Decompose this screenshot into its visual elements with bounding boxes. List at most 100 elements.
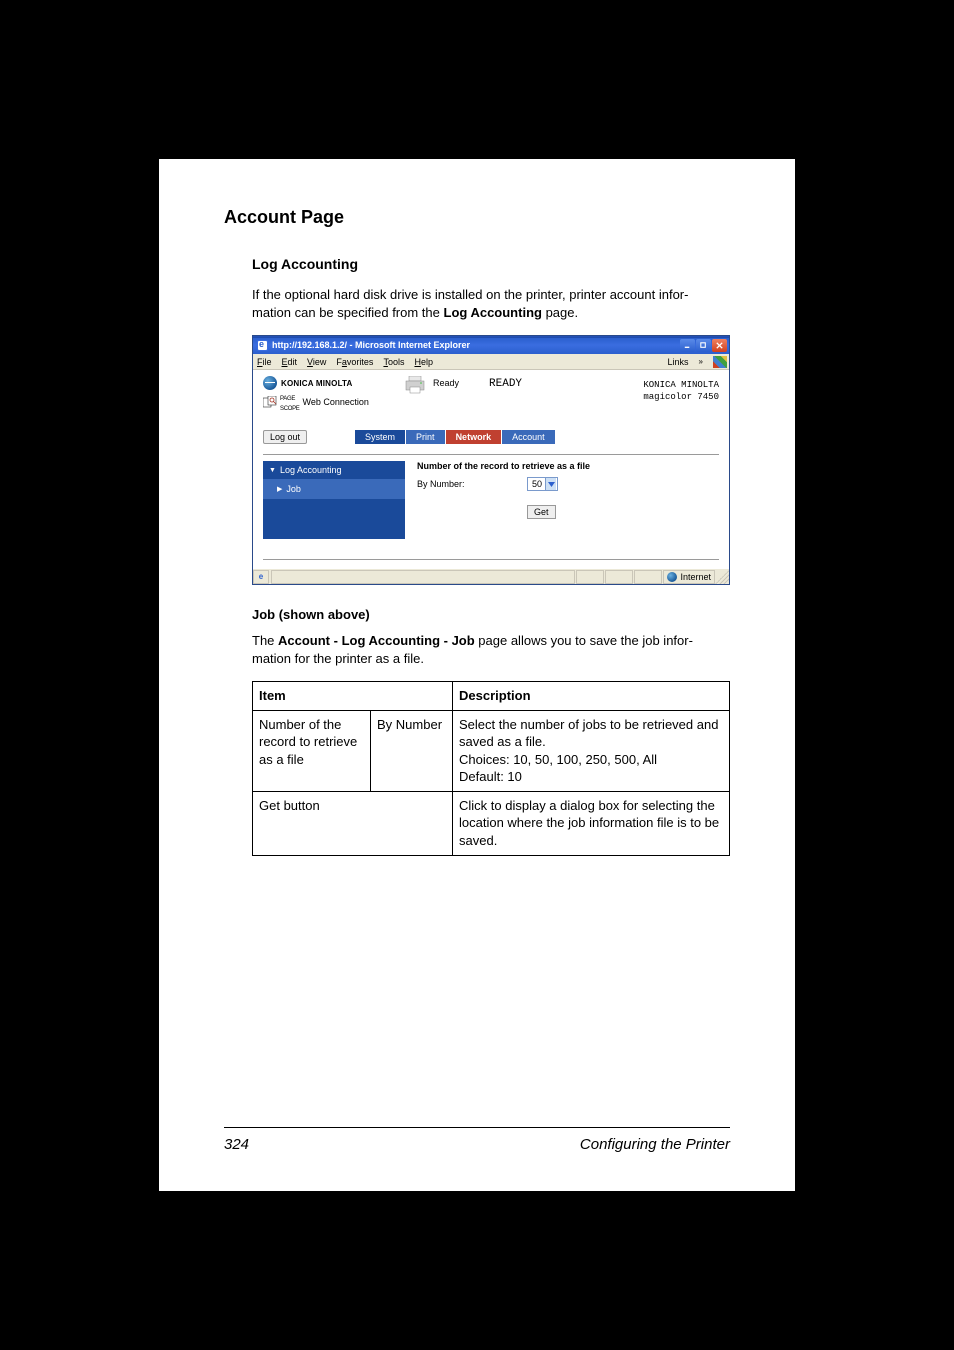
ie-flag-icon (713, 356, 727, 368)
r1-desc-3: Default: 10 (459, 769, 522, 784)
minimize-button[interactable] (680, 339, 695, 352)
td-r2-c1: Get button (253, 791, 453, 855)
pagescope-small: PAGESCOPE (280, 396, 300, 412)
menu-links[interactable]: Links (668, 357, 689, 367)
window-titlebar: http://192.168.1.2/ - Microsoft Internet… (253, 336, 729, 354)
main-panel: Number of the record to retrieve as a fi… (405, 461, 719, 539)
intro-line-1: If the optional hard disk drive is insta… (252, 287, 688, 302)
tab-account[interactable]: Account (502, 430, 555, 444)
menu-favorites[interactable]: Favorites (336, 357, 373, 367)
model-line-1: KONICA MINOLTA (643, 380, 719, 392)
statusbar-ie-icon (253, 570, 269, 584)
tab-print[interactable]: Print (406, 430, 446, 444)
links-chevron-icon[interactable]: » (699, 357, 703, 366)
statusbar-internet: Internet (680, 572, 711, 582)
p2-b: page allows you to save the job infor- (475, 633, 693, 648)
browser-content: KONICA MINOLTA (253, 370, 729, 568)
by-number-value: 50 (529, 479, 545, 489)
r1-desc-1: Select the number of jobs to be retrieve… (459, 717, 718, 750)
browser-window: http://192.168.1.2/ - Microsoft Internet… (252, 335, 730, 585)
statusbar-spacer (271, 570, 575, 584)
model-column: KONICA MINOLTA magicolor 7450 (643, 380, 719, 412)
table-row-2: Get button Click to display a dialog box… (253, 791, 730, 855)
statusbar-panel-2 (605, 570, 633, 584)
heading-log-accounting: Log Accounting (252, 256, 730, 272)
page-footer: 324 Configuring the Printer (224, 1127, 730, 1153)
main-row: ▼ Log Accounting ▶ Job Number of the rec… (253, 455, 729, 547)
by-number-select[interactable]: 50 (527, 477, 558, 491)
sidebar: ▼ Log Accounting ▶ Job (263, 461, 405, 539)
web-connection-text: Web Connection (303, 397, 369, 407)
intro-bold: Log Accounting (444, 305, 542, 320)
maximize-button[interactable] (696, 339, 711, 352)
tab-bar: System Print Network Account (355, 430, 555, 444)
menu-edit[interactable]: Edit (282, 357, 298, 367)
get-button[interactable]: Get (527, 505, 556, 519)
td-r1-c1: Number of the record to retrieve as a fi… (253, 710, 371, 791)
th-description: Description (453, 682, 730, 711)
km-logo-text: KONICA MINOLTA (281, 379, 353, 388)
intro-paragraph: If the optional hard disk drive is insta… (252, 286, 730, 321)
footer-title: Configuring the Printer (580, 1136, 730, 1153)
document-page: Account Page Log Accounting If the optio… (159, 159, 795, 1191)
status-ready-small: Ready (433, 378, 459, 388)
footer-row: 324 Configuring the Printer (224, 1136, 730, 1153)
tab-system[interactable]: System (355, 430, 406, 444)
resize-grip-icon (715, 570, 729, 584)
mid-row: Log out System Print Network Account (253, 412, 729, 450)
footer-page-number: 324 (224, 1136, 249, 1153)
km-globe-icon (263, 376, 277, 390)
close-button[interactable] (712, 339, 727, 352)
statusbar-panel-1 (576, 570, 604, 584)
menu-file[interactable]: File (257, 357, 272, 367)
table-header-row: Item Description (253, 682, 730, 711)
sidebar-label-job: Job (286, 484, 301, 494)
job-paragraph: The Account - Log Accounting - Job page … (252, 632, 730, 667)
printer-icon (405, 376, 429, 394)
km-logo-row: KONICA MINOLTA (263, 376, 405, 390)
r1-desc-2: Choices: 10, 50, 100, 250, 500, All (459, 752, 657, 767)
spacer (253, 560, 729, 568)
browser-screenshot: http://192.168.1.2/ - Microsoft Internet… (252, 335, 730, 585)
td-r1-c2: By Number (371, 710, 453, 791)
description-table: Item Description Number of the record to… (252, 681, 730, 855)
window-title: http://192.168.1.2/ - Microsoft Internet… (272, 340, 679, 350)
menu-view[interactable]: View (307, 357, 326, 367)
heading-account-page: Account Page (224, 207, 730, 228)
subhead-job-shown-above: Job (shown above) (252, 607, 730, 622)
intro-line-2b: page. (542, 305, 578, 320)
pagescope-text: PAGESCOPE (280, 392, 300, 412)
status-column: Ready READY (405, 376, 522, 412)
triangle-right-icon: ▶ (277, 485, 282, 493)
table-row-1: Number of the record to retrieve as a fi… (253, 710, 730, 791)
logout-button[interactable]: Log out (263, 430, 307, 444)
th-item: Item (253, 682, 453, 711)
form-row-by-number: By Number: 50 (417, 477, 719, 491)
ie-icon (257, 340, 268, 351)
sidebar-label-log-accounting: Log Accounting (280, 465, 342, 475)
pagescope-row: PAGESCOPE Web Connection (263, 392, 405, 412)
menu-tools[interactable]: Tools (383, 357, 404, 367)
sidebar-item-job[interactable]: ▶ Job (263, 480, 405, 499)
p2-a: The (252, 633, 278, 648)
triangle-down-icon: ▼ (269, 467, 276, 474)
brand-column: KONICA MINOLTA (263, 376, 405, 412)
status-ready-big: READY (489, 378, 522, 390)
sidebar-item-log-accounting[interactable]: ▼ Log Accounting (263, 461, 405, 480)
pagescope-icon (263, 396, 277, 408)
globe-icon (667, 572, 677, 582)
statusbar-panel-3 (634, 570, 662, 584)
status-bar: Internet (253, 568, 729, 584)
panel-title: Number of the record to retrieve as a fi… (417, 461, 719, 471)
menu-bar: File Edit View Favorites Tools Help Link… (253, 354, 729, 370)
td-r2-desc: Click to display a dialog box for select… (453, 791, 730, 855)
menu-help[interactable]: Help (414, 357, 433, 367)
statusbar-zone: Internet (663, 570, 715, 584)
p2-bold: Account - Log Accounting - Job (278, 633, 475, 648)
p2-c: mation for the printer as a file. (252, 651, 424, 666)
intro-line-2a: mation can be specified from the (252, 305, 444, 320)
by-number-label: By Number: (417, 479, 527, 489)
chevron-down-icon (545, 478, 556, 490)
tab-network[interactable]: Network (446, 430, 503, 444)
td-r1-desc: Select the number of jobs to be retrieve… (453, 710, 730, 791)
